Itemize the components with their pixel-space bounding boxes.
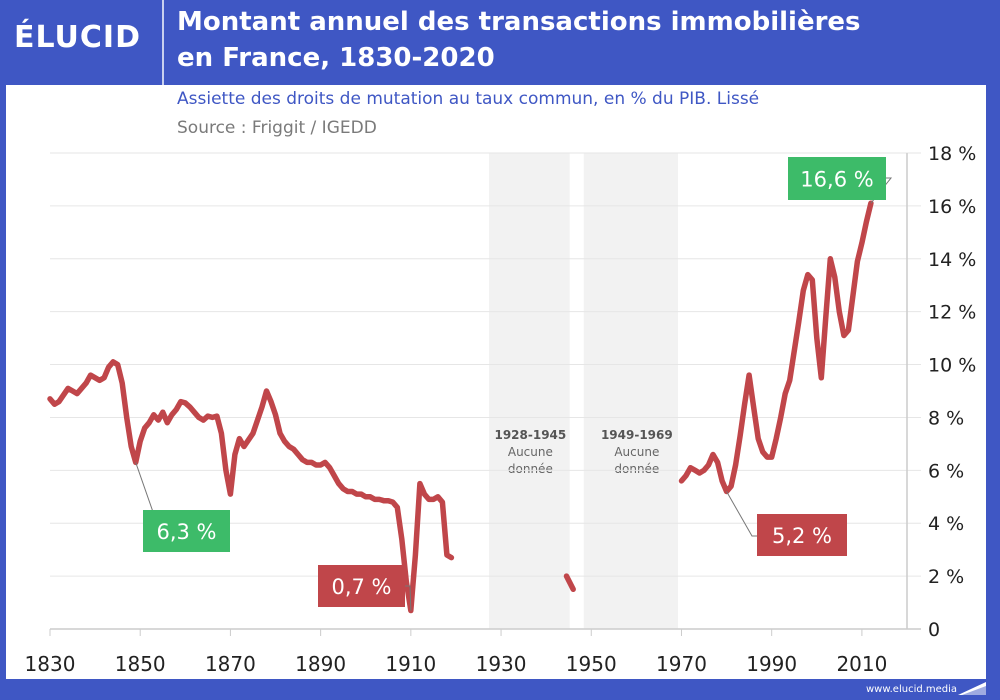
no-data-band-label: donnée — [508, 462, 553, 476]
x-tick-label: 1890 — [295, 652, 346, 676]
header: ÉLUCID Montant annuel des transactions i… — [0, 0, 1000, 85]
callout-box — [318, 565, 405, 607]
no-data-band-years: 1928-1945 — [494, 428, 566, 442]
no-data-band-label: Aucune — [614, 445, 659, 459]
x-tick-label: 1950 — [566, 652, 617, 676]
series-line — [678, 200, 874, 495]
x-tick-label: 2010 — [836, 652, 887, 676]
y-tick-label: 8 % — [928, 407, 964, 429]
x-tick-label: 1990 — [746, 652, 797, 676]
no-data-band — [583, 153, 678, 629]
x-tick-label: 1850 — [115, 652, 166, 676]
footer-url[interactable]: www.elucid.media — [866, 684, 958, 695]
series-line — [563, 573, 576, 593]
chart-title-line1: Montant annuel des transactions immobili… — [177, 7, 861, 37]
x-tick-label: 1830 — [25, 652, 76, 676]
chart-source: Source : Friggit / IGEDD — [177, 118, 377, 138]
x-tick-label: 1930 — [476, 652, 527, 676]
no-data-band-label: Aucune — [508, 445, 553, 459]
y-tick-label: 12 % — [928, 302, 976, 324]
chart-title-line2: en France, 1830-2020 — [177, 43, 495, 73]
callout-label: 16,6 % — [800, 168, 873, 192]
y-tick-label: 0 — [928, 619, 940, 641]
y-tick-label: 18 % — [928, 143, 976, 165]
callout-box — [143, 510, 230, 552]
header-divider — [162, 0, 164, 85]
callout-label: 5,2 % — [772, 524, 832, 548]
x-tick-label: 1910 — [385, 652, 436, 676]
chart-title: Montant annuel des transactions immobili… — [177, 4, 987, 76]
callout-label: 0,7 % — [331, 575, 391, 599]
no-data-band-label: donnée — [614, 462, 659, 476]
no-data-band — [489, 153, 570, 629]
y-tick-label: 10 % — [928, 355, 976, 377]
y-tick-label: 2 % — [928, 566, 964, 588]
callout-leader-line — [405, 585, 412, 611]
callout-box — [788, 157, 886, 200]
elucid-mark-icon — [958, 682, 986, 695]
callout-leader-line — [726, 491, 757, 537]
x-tick-label: 1870 — [205, 652, 256, 676]
callout-box — [757, 514, 847, 556]
elucid-logo: ÉLUCID — [14, 20, 141, 55]
chart-subtitle: Assiette des droits de mutation au taux … — [177, 89, 760, 109]
series-line — [47, 359, 455, 614]
y-tick-label: 6 % — [928, 460, 964, 482]
y-tick-label: 4 % — [928, 513, 964, 535]
no-data-band-years: 1949-1969 — [601, 428, 673, 442]
callout-label: 6,3 % — [156, 520, 216, 544]
y-tick-label: 16 % — [928, 196, 976, 218]
x-tick-label: 1970 — [656, 652, 707, 676]
y-tick-label: 14 % — [928, 249, 976, 271]
